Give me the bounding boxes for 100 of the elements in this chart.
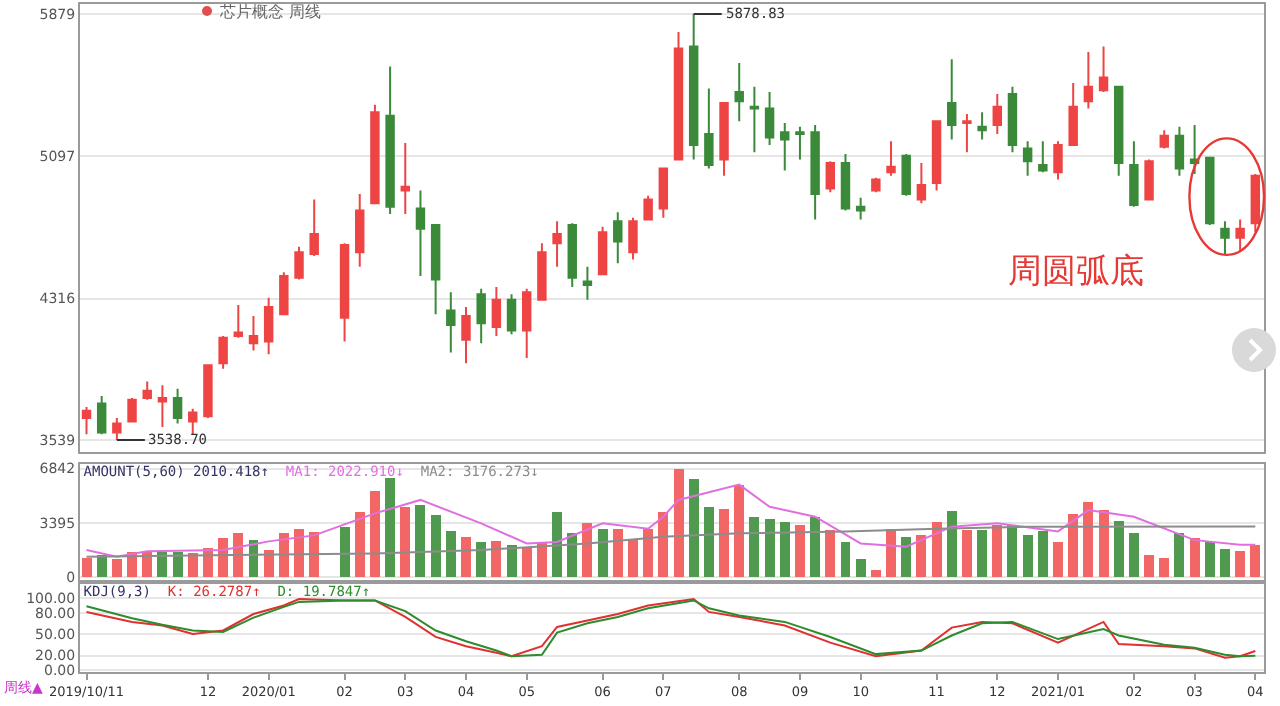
- candlestick: [764, 91, 775, 146]
- candlestick: [886, 140, 896, 177]
- bar: [658, 511, 669, 577]
- candlestick: [582, 265, 593, 301]
- bar: [476, 542, 487, 577]
- candlestick: [385, 65, 395, 216]
- candlestick: [916, 162, 927, 205]
- bar: [96, 554, 107, 577]
- candlestick: [1098, 45, 1109, 94]
- bar: [1144, 554, 1155, 577]
- bar: [612, 528, 623, 577]
- candlestick: [188, 407, 198, 436]
- bar: [1235, 551, 1246, 577]
- bar: [1128, 533, 1139, 577]
- candlestick: [491, 285, 502, 338]
- bar: [172, 552, 183, 577]
- candlestick: [218, 335, 228, 370]
- candlestick: [81, 406, 92, 436]
- candlestick: [749, 85, 760, 154]
- chart-title: 芯片概念 周线: [217, 3, 321, 22]
- candlestick: [1235, 218, 1245, 254]
- bar: [415, 505, 426, 577]
- candlestick: [1189, 123, 1200, 176]
- candlestick: [309, 198, 319, 257]
- bar: [901, 536, 912, 577]
- bar: [1068, 514, 1079, 577]
- bar: [1204, 542, 1215, 577]
- candlestick: [840, 153, 851, 212]
- line-series: [85, 483, 1257, 558]
- candlestick: [355, 193, 365, 268]
- candlestick: [1129, 140, 1139, 208]
- bar: [309, 532, 320, 577]
- bar: [749, 516, 760, 577]
- bar: [567, 533, 578, 577]
- bar: [521, 546, 532, 577]
- bar: [1174, 533, 1185, 577]
- candlestick: [1007, 85, 1018, 154]
- candlestick: [370, 103, 380, 205]
- candlestick: [688, 13, 699, 161]
- candlestick: [1205, 156, 1215, 226]
- bar: [931, 522, 942, 577]
- candlestick: [233, 304, 244, 339]
- candlestick: [704, 87, 714, 170]
- candlestick: [537, 242, 547, 301]
- candlestick: [203, 364, 213, 419]
- candlestick: [96, 395, 107, 436]
- bar: [369, 491, 380, 577]
- candlestick: [1053, 140, 1063, 181]
- candlestick: [1038, 140, 1048, 174]
- candlestick: [1174, 125, 1185, 177]
- bar: [840, 542, 851, 577]
- bar: [263, 550, 274, 577]
- bar: [1083, 501, 1094, 577]
- bar: [142, 552, 153, 577]
- bar: [339, 526, 350, 577]
- bar: [506, 544, 517, 577]
- bar: [734, 484, 745, 577]
- annotation: 周圆弧底: [1008, 252, 1144, 292]
- candlestick: [567, 222, 577, 288]
- candlestick: [1220, 220, 1230, 256]
- candlestick: [658, 167, 669, 219]
- bar: [294, 528, 304, 577]
- candlestick: [112, 416, 122, 442]
- bar: [673, 468, 684, 577]
- candlestick: [628, 216, 638, 261]
- candlestick: [279, 271, 289, 316]
- candlestick: [1159, 129, 1169, 150]
- bar: [1022, 535, 1033, 577]
- candlestick: [415, 189, 426, 277]
- candlestick: [248, 315, 259, 352]
- bar: [627, 540, 638, 577]
- bar: [582, 523, 593, 577]
- candlestick: [476, 287, 486, 345]
- candlestick: [855, 196, 866, 221]
- candlestick: [1022, 140, 1033, 177]
- bar: [1189, 538, 1200, 577]
- bar: [1219, 548, 1230, 577]
- candlestick: [810, 123, 820, 221]
- line-series: [85, 525, 1257, 558]
- bar: [886, 528, 896, 577]
- bar: [1159, 558, 1170, 577]
- candlestick: [1083, 51, 1094, 110]
- candlestick: [901, 153, 911, 197]
- bar: [461, 536, 471, 577]
- bar: [1098, 510, 1109, 577]
- candlestick: [795, 125, 805, 161]
- candlestick: [613, 211, 623, 265]
- bar: [688, 478, 699, 577]
- candlestick: [673, 31, 684, 161]
- candlestick: [871, 176, 881, 194]
- candlestick: [446, 291, 456, 354]
- bar: [779, 522, 790, 577]
- bar: [354, 511, 365, 577]
- candlestick: [430, 224, 441, 316]
- candlestick: [506, 293, 517, 336]
- bar: [491, 540, 502, 577]
- bar: [430, 514, 441, 577]
- bar: [111, 559, 122, 577]
- bar: [400, 506, 411, 577]
- candlestick: [734, 61, 744, 123]
